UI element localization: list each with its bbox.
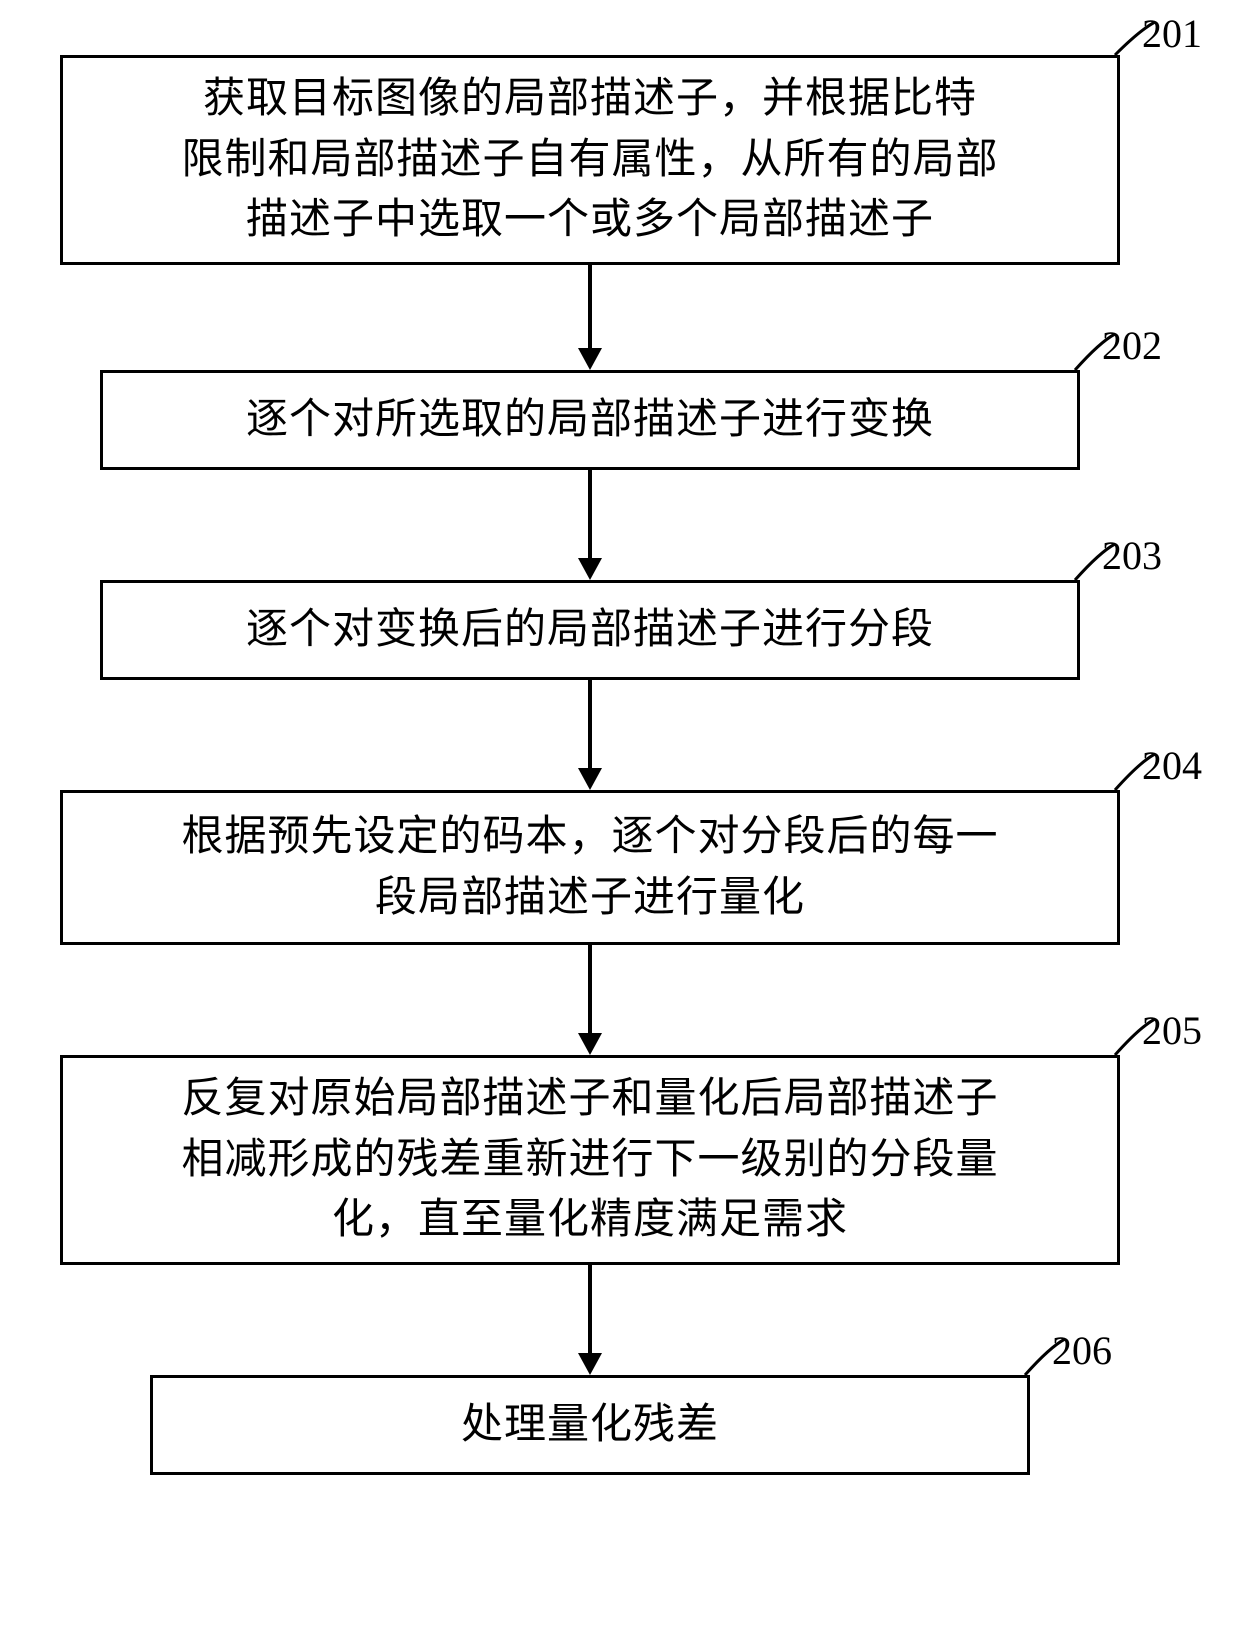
- step-label-206: 206: [1052, 1327, 1112, 1374]
- step-label-203: 203: [1102, 532, 1162, 579]
- flow-node-206: 处理量化残差: [150, 1375, 1030, 1475]
- flow-node-202-text: 逐个对所选取的局部描述子进行变换: [246, 390, 934, 451]
- arrow-head-203-204: [578, 768, 602, 790]
- flow-node-202: 逐个对所选取的局部描述子进行变换: [100, 370, 1080, 470]
- flow-node-201: 获取目标图像的局部描述子，并根据比特 限制和局部描述子自有属性，从所有的局部 描…: [60, 55, 1120, 265]
- arrow-204-205: [588, 945, 592, 1033]
- flow-node-205: 反复对原始局部描述子和量化后局部描述子 相减形成的残差重新进行下一级别的分段量 …: [60, 1055, 1120, 1265]
- step-label-202: 202: [1102, 322, 1162, 369]
- flow-node-203: 逐个对变换后的局部描述子进行分段: [100, 580, 1080, 680]
- step-label-201: 201: [1142, 10, 1202, 57]
- arrow-head-204-205: [578, 1033, 602, 1055]
- flow-node-206-text: 处理量化残差: [461, 1395, 719, 1456]
- arrow-205-206: [588, 1265, 592, 1353]
- flow-node-204-text: 根据预先设定的码本，逐个对分段后的每一 段局部描述子进行量化: [181, 807, 998, 929]
- arrow-head-201-202: [578, 348, 602, 370]
- arrow-202-203: [588, 470, 592, 558]
- arrow-201-202: [588, 265, 592, 348]
- arrow-head-202-203: [578, 558, 602, 580]
- arrow-203-204: [588, 680, 592, 768]
- flow-node-203-text: 逐个对变换后的局部描述子进行分段: [246, 600, 934, 661]
- flowchart-canvas: 获取目标图像的局部描述子，并根据比特 限制和局部描述子自有属性，从所有的局部 描…: [0, 0, 1240, 1639]
- step-label-204: 204: [1142, 742, 1202, 789]
- flow-node-205-text: 反复对原始局部描述子和量化后局部描述子 相减形成的残差重新进行下一级别的分段量 …: [181, 1069, 998, 1252]
- flow-node-204: 根据预先设定的码本，逐个对分段后的每一 段局部描述子进行量化: [60, 790, 1120, 945]
- flow-node-201-text: 获取目标图像的局部描述子，并根据比特 限制和局部描述子自有属性，从所有的局部 描…: [181, 69, 998, 252]
- arrow-head-205-206: [578, 1353, 602, 1375]
- step-label-205: 205: [1142, 1007, 1202, 1054]
